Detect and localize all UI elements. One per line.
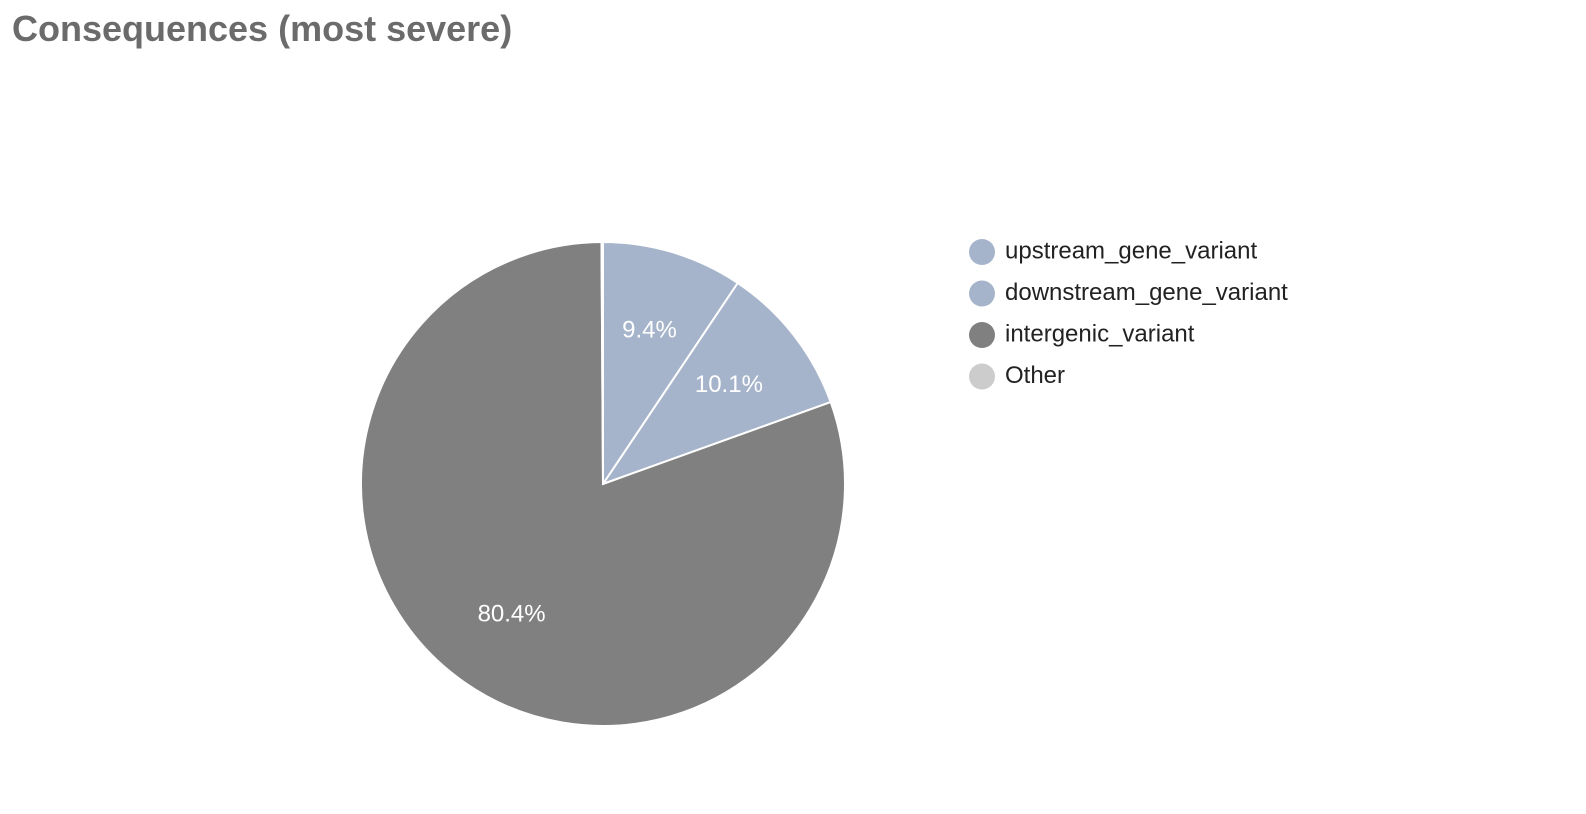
slice-label-downstream-gene-variant: 10.1% bbox=[695, 371, 763, 398]
pie-slices bbox=[360, 240, 846, 727]
slice-label-upstream-gene-variant: 9.4% bbox=[622, 317, 677, 344]
legend-swatch bbox=[969, 280, 995, 307]
pie-slice-other[interactable] bbox=[600, 240, 604, 485]
legend-label: Other bbox=[1005, 362, 1065, 389]
legend-swatch bbox=[969, 239, 995, 265]
legend-label: intergenic_variant bbox=[1005, 320, 1195, 347]
legend-item-upstream-gene-variant[interactable]: upstream_gene_variant bbox=[969, 237, 1257, 265]
slice-label-intergenic-variant: 80.4% bbox=[478, 600, 546, 627]
legend-item-downstream-gene-variant[interactable]: downstream_gene_variant bbox=[969, 279, 1288, 307]
legend-label: downstream_gene_variant bbox=[1005, 279, 1288, 306]
legend-label: upstream_gene_variant bbox=[1005, 237, 1257, 264]
legend-swatch bbox=[969, 363, 995, 390]
legend-item-intergenic-variant[interactable]: intergenic_variant bbox=[969, 320, 1195, 348]
pie-slice-upstream-gene-variant[interactable] bbox=[602, 240, 740, 488]
page-title: Consequences (most severe) bbox=[12, 8, 513, 49]
legend-swatch bbox=[969, 322, 995, 348]
pie-slice-downstream-gene-variant[interactable] bbox=[600, 281, 832, 486]
legend: upstream_gene_variant downstream_gene_var… bbox=[969, 237, 1288, 390]
legend-item-other[interactable]: Other bbox=[969, 362, 1065, 390]
pie-slice-labels: 9.4% 10.1% 80.4% bbox=[478, 317, 763, 628]
